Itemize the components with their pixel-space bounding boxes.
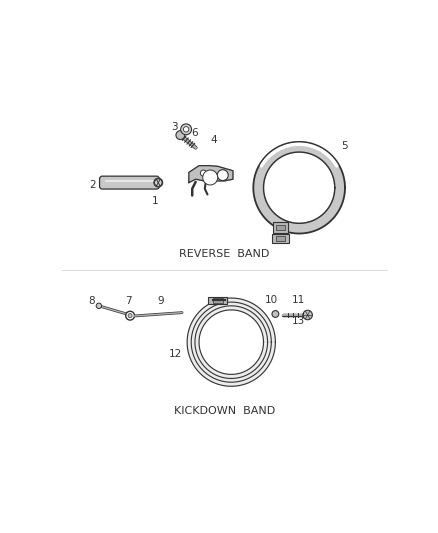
Text: REVERSE  BAND: REVERSE BAND (179, 249, 270, 259)
Bar (273, 222, 288, 232)
Polygon shape (253, 142, 345, 233)
Bar (212, 298, 223, 303)
Text: 1: 1 (152, 196, 158, 206)
Text: 8: 8 (88, 296, 94, 306)
Circle shape (126, 311, 134, 320)
Text: 7: 7 (125, 296, 132, 306)
Circle shape (176, 131, 185, 140)
Text: 4: 4 (210, 135, 217, 145)
Circle shape (184, 127, 189, 132)
Circle shape (217, 169, 228, 181)
Polygon shape (189, 166, 233, 183)
Bar (276, 224, 285, 230)
Circle shape (203, 170, 218, 185)
Circle shape (181, 124, 191, 135)
Bar (272, 234, 289, 244)
Bar (208, 297, 227, 304)
Bar (276, 236, 285, 241)
Text: 6: 6 (192, 128, 198, 139)
Text: 12: 12 (169, 349, 182, 359)
FancyBboxPatch shape (99, 176, 159, 189)
Text: 2: 2 (89, 180, 96, 190)
Circle shape (128, 313, 132, 318)
Text: 3: 3 (171, 122, 177, 132)
Polygon shape (187, 298, 276, 386)
Circle shape (96, 303, 102, 309)
Text: 10: 10 (265, 295, 278, 305)
Circle shape (272, 311, 279, 317)
Circle shape (303, 310, 312, 320)
Circle shape (155, 179, 162, 187)
Text: 13: 13 (292, 316, 305, 326)
Text: 11: 11 (292, 295, 305, 305)
Text: KICKDOWN  BAND: KICKDOWN BAND (174, 406, 275, 416)
Circle shape (154, 178, 162, 187)
Text: 5: 5 (342, 141, 348, 151)
Text: 9: 9 (157, 296, 164, 306)
Circle shape (200, 170, 206, 176)
